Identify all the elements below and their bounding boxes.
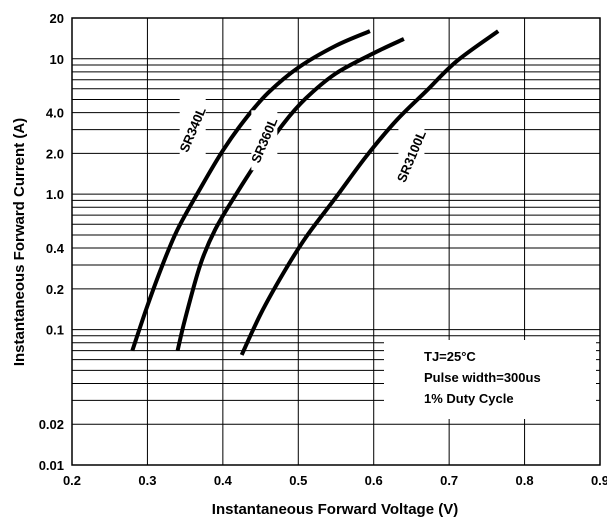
y-tick-label-bg (38, 240, 67, 256)
y-tick-label: 2.0 (46, 146, 64, 161)
y-tick-label-bg (38, 104, 67, 120)
y-tick-label-bg (38, 186, 67, 202)
x-tick-label: 0.9 (591, 473, 607, 488)
y-tick-label: 0.4 (46, 241, 65, 256)
x-tick-label: 0.4 (214, 473, 233, 488)
y-tick-label-bg (30, 416, 68, 432)
x-tick-label: 0.2 (63, 473, 81, 488)
conditions-note-duty: 1% Duty Cycle (424, 391, 514, 406)
x-axis-title: Instantaneous Forward Voltage (V) (212, 501, 458, 518)
y-tick-label: 1.0 (46, 187, 64, 202)
x-tick-label: 0.7 (440, 473, 458, 488)
series-line-sr360l (175, 37, 405, 352)
y-tick-label-bg (38, 145, 67, 161)
y-tick-label: 10 (50, 52, 64, 67)
x-tick-label: 0.5 (289, 473, 307, 488)
y-tick-label: 0.01 (39, 458, 64, 473)
y-tick-label-bg (45, 10, 67, 25)
y-tick-label-bg (38, 280, 67, 296)
y-tick-label: 20 (50, 11, 64, 26)
y-axis-title: Instantaneous Forward Current (A) (11, 118, 28, 366)
y-tick-labels: 0.01 0.02 0.1 0.2 0.4 1.0 2.0 4.0 10 20 (30, 10, 68, 473)
series-label-bg (179, 98, 206, 161)
y-tick-label: 0.1 (46, 323, 64, 338)
series-label-bg (251, 110, 278, 171)
plot-frame (71, 17, 601, 466)
x-tick-labels: 0.2 0.3 0.4 0.5 0.6 0.7 0.8 0.9 (63, 473, 607, 488)
series-line-sr340l (130, 29, 371, 352)
y-tick-label: 0.2 (46, 282, 64, 297)
series-label-bg (398, 122, 425, 191)
x-tick-label: 0.3 (138, 473, 156, 488)
conditions-note-temperature: TJ=25°C (424, 349, 476, 364)
conditions-box (384, 340, 596, 419)
series-line-sr3100l (239, 29, 500, 356)
y-tick-label-bg (45, 50, 67, 66)
y-tick-label-bg (38, 321, 67, 337)
y-tick-label: 4.0 (46, 106, 64, 121)
series-labels: SR340L SR360L SR3100L (176, 98, 429, 191)
conditions-note-pulse: Pulse width=300us (424, 370, 541, 385)
x-tick-label: 0.8 (516, 473, 534, 488)
y-tick-label: 0.02 (39, 417, 64, 432)
x-tick-label: 0.6 (365, 473, 383, 488)
y-tick-label-bg (30, 457, 68, 472)
